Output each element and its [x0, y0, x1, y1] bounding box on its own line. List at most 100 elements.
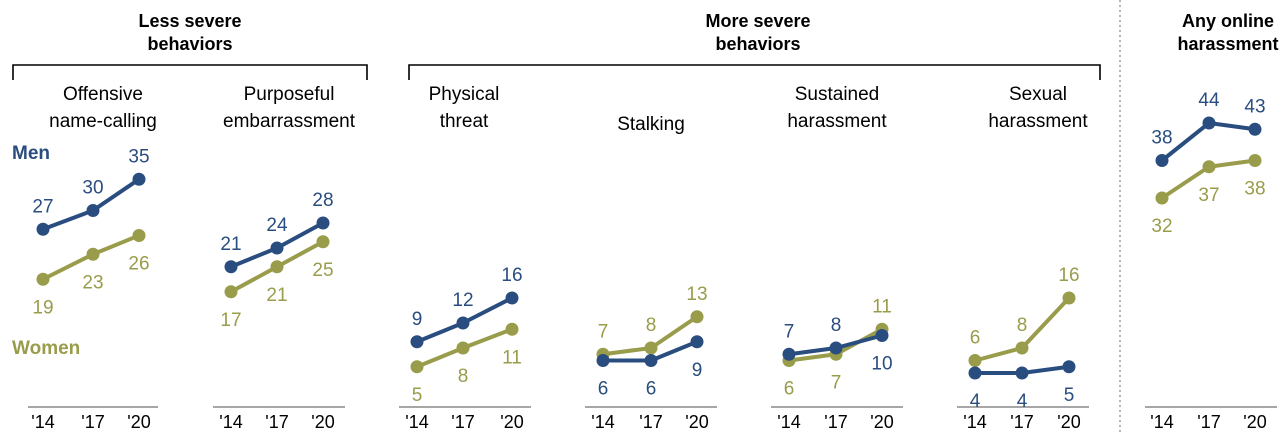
series-label-men: Men: [12, 143, 50, 164]
point-men-panel-7-2: [1202, 116, 1216, 130]
value-label-women-panel-5-3: 11: [872, 296, 892, 317]
point-men-panel-2-1: [224, 260, 238, 274]
bracket-less-severe: [12, 64, 368, 80]
point-women-panel-4-2: [644, 341, 658, 355]
tick-label-5-1: '14: [777, 412, 800, 432]
point-women-panel-1-2: [86, 247, 100, 261]
point-women-panel-2-3: [316, 235, 330, 249]
value-label-women-panel-6-2: 8: [1017, 315, 1028, 336]
value-label-women-panel-7-1: 32: [1151, 216, 1172, 237]
value-label-women-panel-3-2: 8: [458, 366, 469, 387]
tick-label-7-2: '17: [1197, 412, 1220, 432]
point-women-panel-2-1: [224, 285, 238, 299]
panel-title-6-line-1: Sexual: [1009, 84, 1067, 105]
group-title-1-line-1: Less severe: [138, 11, 241, 31]
value-label-men-panel-3-1: 9: [412, 309, 423, 330]
point-men-panel-5-1: [782, 347, 796, 361]
value-label-men-panel-7-1: 38: [1151, 128, 1172, 149]
value-label-women-panel-7-2: 37: [1198, 185, 1219, 206]
point-men-panel-3-3: [505, 291, 519, 305]
tick-label-4-1: '14: [591, 412, 614, 432]
value-label-men-panel-4-3: 9: [692, 360, 703, 381]
tick-label-6-2: '17: [1010, 412, 1033, 432]
value-label-men-panel-4-2: 6: [646, 379, 657, 400]
point-women-panel-7-1: [1155, 191, 1169, 205]
value-label-men-panel-3-2: 12: [452, 290, 473, 311]
value-label-women-panel-6-3: 16: [1058, 265, 1079, 286]
panel-title-2-line-1: Purposeful: [244, 84, 335, 105]
point-men-panel-5-3: [875, 329, 889, 342]
tick-label-2-1: '14: [219, 412, 242, 432]
tick-label-1-1: '14: [31, 412, 54, 432]
tick-label-5-3: '20: [870, 412, 893, 432]
point-men-panel-6-1: [968, 366, 982, 380]
point-men-panel-4-1: [596, 354, 610, 367]
tick-label-2-2: '17: [265, 412, 288, 432]
panel-title-5-line-1: Sustained: [795, 84, 880, 105]
point-women-panel-6-3: [1062, 291, 1076, 305]
point-women-panel-6-1: [968, 354, 982, 367]
value-label-men-panel-2-2: 24: [266, 215, 288, 236]
tick-label-4-3: '20: [685, 412, 708, 432]
point-women-panel-7-2: [1202, 160, 1216, 174]
value-label-women-panel-5-2: 7: [831, 372, 842, 393]
value-label-women-panel-2-1: 17: [220, 310, 241, 331]
tick-label-2-3: '20: [311, 412, 334, 432]
tick-label-3-1: '14: [405, 412, 428, 432]
panel-title-5-line-2: harassment: [787, 111, 887, 132]
group-title-2-line-2: behaviors: [715, 34, 800, 54]
point-men-panel-1-1: [36, 222, 50, 236]
point-men-panel-1-2: [86, 204, 100, 217]
value-label-women-panel-1-3: 26: [128, 254, 149, 275]
point-women-panel-3-3: [505, 322, 519, 336]
tick-label-7-1: '14: [1150, 412, 1173, 432]
point-women-panel-4-3: [690, 310, 704, 324]
point-men-panel-7-1: [1155, 154, 1169, 167]
tick-label-1-3: '20: [127, 412, 150, 432]
value-label-men-panel-1-2: 30: [82, 178, 103, 199]
value-label-men-panel-1-1: 27: [32, 196, 53, 217]
value-label-men-panel-5-2: 8: [831, 315, 842, 336]
point-men-panel-6-2: [1015, 366, 1029, 380]
group-title-3-line-1: Any online: [1182, 11, 1274, 31]
point-men-panel-5-2: [829, 341, 843, 355]
tick-label-4-2: '17: [639, 412, 662, 432]
point-women-panel-3-1: [410, 360, 424, 374]
panel-title-6-line-2: harassment: [988, 111, 1088, 132]
value-label-women-panel-2-3: 25: [312, 260, 333, 281]
series-label-women: Women: [12, 338, 80, 359]
value-label-men-panel-2-3: 28: [312, 190, 333, 211]
panel-title-4-line-1: Stalking: [617, 114, 685, 135]
value-label-men-panel-3-3: 16: [501, 265, 522, 286]
value-label-men-panel-6-2: 4: [1017, 391, 1028, 412]
point-men-panel-4-2: [644, 354, 658, 367]
tick-label-6-1: '14: [963, 412, 986, 432]
value-label-women-panel-4-1: 7: [598, 321, 609, 342]
tick-label-5-2: '17: [824, 412, 847, 432]
group-title-2-line-1: More severe: [705, 11, 810, 31]
value-label-women-panel-4-2: 8: [646, 315, 657, 336]
point-men-panel-3-2: [456, 316, 470, 330]
value-label-women-panel-5-1: 6: [784, 379, 795, 400]
value-label-women-panel-4-3: 13: [686, 284, 707, 305]
panel-title-1-line-1: Offensive: [63, 84, 143, 105]
group-title-1-line-2: behaviors: [147, 34, 232, 54]
point-women-panel-1-3: [132, 229, 146, 242]
value-label-women-panel-2-2: 21: [266, 285, 287, 306]
point-women-panel-2-2: [270, 260, 284, 274]
point-women-panel-7-3: [1248, 154, 1262, 167]
tick-label-3-2: '17: [451, 412, 474, 432]
panel-title-3-line-2: threat: [440, 111, 489, 132]
value-label-men-panel-5-1: 7: [784, 321, 795, 342]
point-men-panel-7-3: [1248, 122, 1262, 136]
point-men-panel-6-3: [1062, 360, 1076, 374]
point-women-panel-6-2: [1015, 341, 1029, 355]
tick-label-1-2: '17: [81, 412, 104, 432]
tick-label-7-3: '20: [1243, 412, 1266, 432]
point-men-panel-2-3: [316, 216, 330, 230]
panel-title-3-line-1: Physical: [429, 84, 500, 105]
value-label-men-panel-6-1: 4: [970, 391, 981, 412]
group-title-3-line-2: harassment: [1177, 34, 1278, 54]
